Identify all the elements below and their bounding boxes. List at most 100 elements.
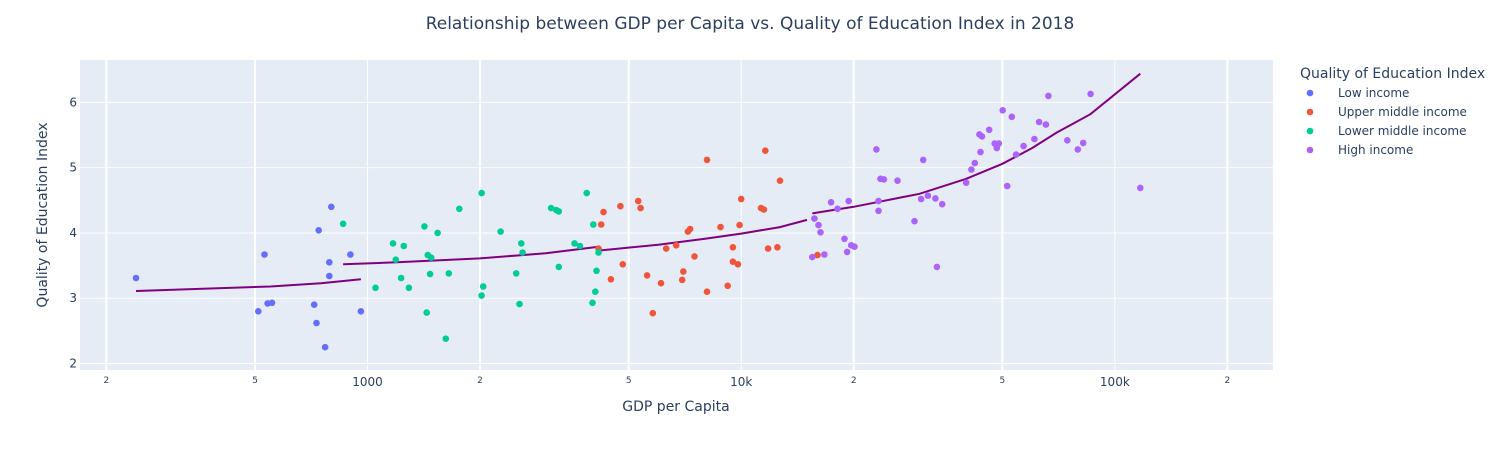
y-tick-label: 5 [69, 161, 77, 175]
x-tick-label-minor: 5 [252, 376, 258, 386]
x-tick-label-major: 1000 [352, 375, 383, 389]
data-point [811, 215, 818, 222]
data-point [478, 292, 485, 299]
data-point [845, 197, 852, 205]
data-point [1042, 121, 1050, 128]
data-point [1137, 184, 1144, 192]
data-point [817, 229, 824, 236]
data-point [426, 270, 434, 278]
data-point [995, 140, 1003, 147]
data-point [421, 223, 428, 230]
y-axis-title: Quality of Education Index [35, 122, 51, 307]
data-point [434, 229, 441, 237]
data-point [313, 319, 320, 327]
data-point [834, 205, 841, 213]
legend-title: Quality of Education Index [1300, 66, 1485, 82]
data-point [841, 235, 848, 243]
data-point [310, 301, 318, 309]
data-point [1035, 118, 1043, 126]
y-tick-label: 6 [69, 95, 77, 109]
data-point [703, 288, 711, 296]
chart-title: Relationship between GDP per Capita vs. … [426, 14, 1075, 34]
legend-label: High income [1338, 143, 1413, 157]
data-point [1020, 142, 1027, 150]
data-point [445, 270, 453, 277]
data-point [999, 107, 1006, 114]
data-point [132, 274, 140, 282]
x-tick-label-minor: 2 [1224, 376, 1230, 386]
data-point [736, 221, 743, 229]
data-point [590, 221, 597, 228]
data-point [357, 308, 365, 315]
legend-label: Lower middle income [1338, 124, 1467, 138]
plot-area [80, 60, 1273, 370]
grid-lines [80, 60, 1273, 370]
data-point [764, 245, 772, 252]
data-point [875, 197, 882, 205]
data-point [634, 197, 642, 205]
data-point [1045, 92, 1052, 100]
data-point [678, 276, 686, 284]
data-point [423, 309, 431, 316]
data-point [680, 268, 687, 275]
data-point [593, 267, 600, 275]
data-point [479, 283, 487, 290]
legend-marker [1306, 146, 1314, 154]
trendline [135, 278, 361, 292]
trendline [598, 218, 808, 252]
legend-marker [1306, 89, 1314, 97]
y-tick-label: 2 [69, 356, 77, 370]
data-point [1008, 113, 1016, 121]
x-tick-label-minor: 2 [104, 376, 110, 386]
data-point [703, 156, 711, 164]
y-tick-label: 4 [69, 226, 77, 240]
data-point [724, 282, 731, 290]
data-point [911, 217, 918, 225]
data-point [776, 177, 784, 184]
data-point [760, 206, 768, 213]
data-point [643, 272, 651, 279]
data-point [962, 179, 970, 186]
data-point [617, 202, 624, 210]
data-point [442, 335, 450, 343]
data-point [649, 309, 657, 317]
data-point [919, 156, 927, 164]
data-point [339, 220, 347, 228]
data-point [595, 249, 602, 256]
trendline [343, 245, 599, 266]
data-point [326, 272, 333, 280]
data-point [686, 225, 694, 233]
data-point [315, 227, 323, 234]
data-point [851, 243, 858, 250]
data-point [815, 221, 822, 229]
data-point [657, 279, 665, 287]
data-point [1087, 90, 1094, 98]
data-point [737, 195, 745, 203]
data-point [1003, 182, 1011, 190]
data-point [672, 242, 680, 249]
data-point [734, 261, 742, 268]
data-point [1079, 139, 1087, 147]
data-point [873, 146, 880, 153]
data-point [917, 195, 925, 203]
data-point [971, 159, 979, 167]
data-point [405, 284, 413, 292]
data-point [547, 204, 555, 212]
data-point [600, 208, 607, 216]
legend-marker [1306, 127, 1314, 135]
legend-marker [1306, 108, 1314, 116]
data-point [597, 221, 605, 228]
data-point [518, 240, 525, 247]
data-point [932, 195, 939, 202]
data-point [583, 189, 590, 197]
data-point [589, 299, 596, 307]
data-point [516, 300, 523, 308]
data-point [555, 208, 563, 215]
data-point [497, 228, 504, 235]
data-point [978, 133, 986, 140]
axis-ticks: 2 3 4 5 6 1000 10k 100k 2 5 2 5 2 5 2 [69, 95, 1230, 389]
data-point [637, 204, 644, 212]
data-point [576, 242, 584, 250]
legend-label: Low income [1338, 86, 1409, 100]
